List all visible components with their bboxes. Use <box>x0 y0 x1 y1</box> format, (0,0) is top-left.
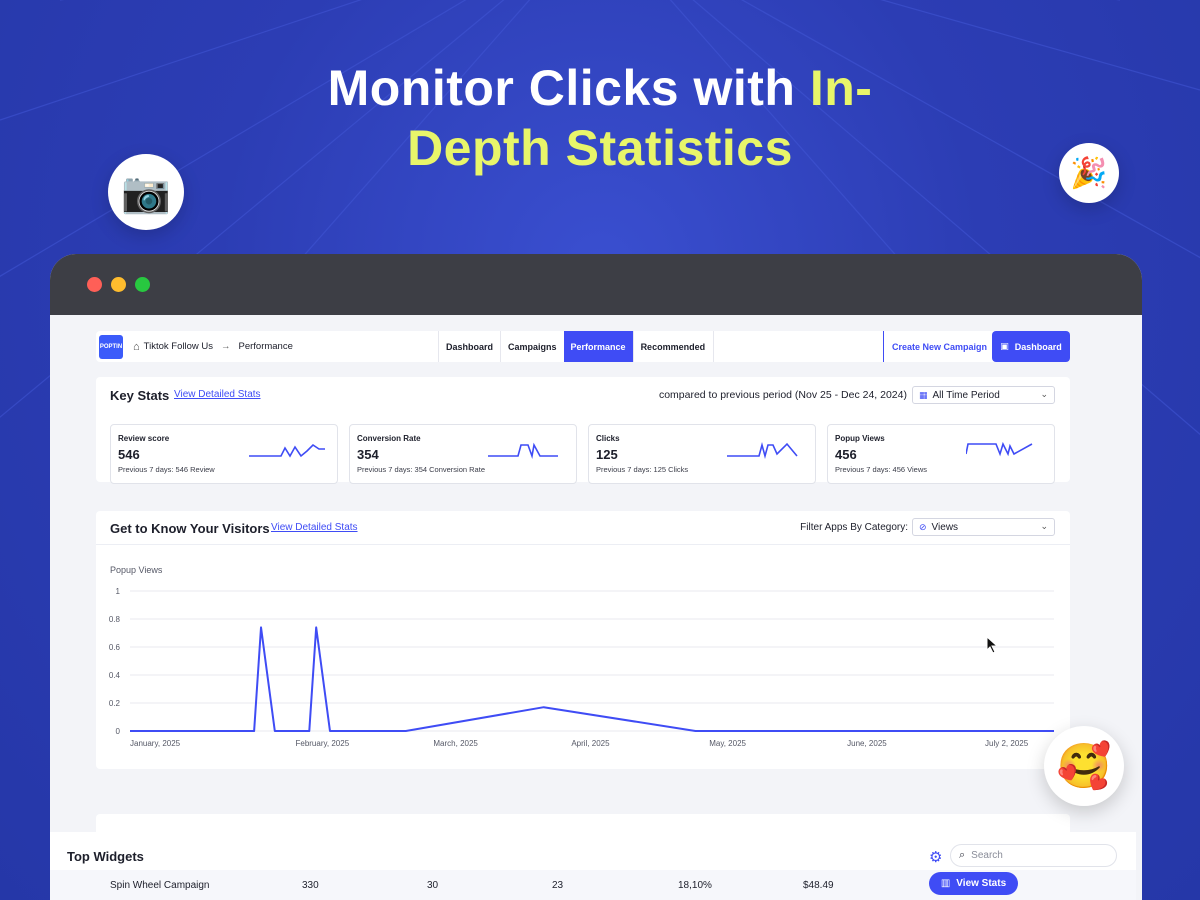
key-stats-detail-link[interactable]: View Detailed Stats <box>174 389 261 400</box>
dashboard-button[interactable]: ▣ Dashboard <box>992 331 1070 362</box>
view-stats-button[interactable]: ▥ View Stats <box>929 872 1018 895</box>
dashboard-icon: ▣ <box>1000 341 1009 351</box>
tab-campaigns[interactable]: Campaigns <box>500 331 564 362</box>
x-tick-label: March, 2025 <box>433 739 478 748</box>
chevron-down-icon: ⌄ <box>1040 521 1048 531</box>
top-widgets-panel: Top Widgets ⚙ ⌕ Search Spin Wheel Campai… <box>50 832 1136 900</box>
create-new-campaign-link[interactable]: Create New Campaign <box>883 331 995 362</box>
stat-label: Review score <box>118 434 170 443</box>
sliders-icon[interactable]: ⚙ <box>929 849 943 866</box>
tab-performance[interactable]: Performance <box>563 331 633 362</box>
browser-window: POPTIN ⌂ Tiktok Follow Us → Performance … <box>50 254 1142 900</box>
period-select[interactable]: ▦ All Time Period ⌄ <box>912 386 1055 404</box>
stat-value: 354 <box>357 447 379 462</box>
row-name: Spin Wheel Campaign <box>110 880 210 891</box>
window-titlebar <box>50 254 1142 315</box>
stat-value: 456 <box>835 447 857 462</box>
sparkline <box>727 441 798 459</box>
party-popper-icon: 🎉 <box>1059 143 1119 203</box>
search-placeholder: Search <box>971 850 1003 861</box>
visitors-detail-link[interactable]: View Detailed Stats <box>271 522 358 533</box>
mouse-cursor-icon <box>986 636 999 654</box>
nav-tabs: Dashboard Campaigns Performance Recommen… <box>438 331 715 362</box>
x-tick-label: June, 2025 <box>847 739 887 748</box>
breadcrumb-item: Performance <box>238 341 293 352</box>
stat-value: 546 <box>118 447 140 462</box>
calendar-icon: ▦ <box>919 389 928 400</box>
x-tick-label: February, 2025 <box>295 739 349 748</box>
headline: Monitor Clicks with In- Depth Statistics <box>0 58 1200 178</box>
stat-card-clicks[interactable]: Clicks 125 Previous 7 days: 125 Clicks <box>588 424 816 484</box>
stat-label: Conversion Rate <box>357 434 421 443</box>
visitors-title: Get to Know Your Visitors <box>110 521 270 536</box>
chart-title: Popup Views <box>110 565 163 575</box>
tab-recommended[interactable]: Recommended <box>632 331 715 362</box>
y-tick-label: 0 <box>116 727 121 736</box>
filter-label: Filter Apps By Category: <box>800 522 908 533</box>
stat-label: Clicks <box>596 434 620 443</box>
stat-card-conversion[interactable]: Conversion Rate 354 Previous 7 days: 354… <box>349 424 577 484</box>
search-input[interactable]: ⌕ Search <box>950 844 1117 867</box>
stat-sub: Previous 7 days: 456 Views <box>835 465 927 474</box>
search-icon: ⌕ <box>959 849 966 861</box>
y-tick-label: 0.6 <box>109 643 121 652</box>
row-cell: $48.49 <box>803 880 834 891</box>
headline-line1: Monitor Clicks with <box>327 60 810 116</box>
sparkline <box>249 443 325 458</box>
row-cell: 330 <box>302 880 319 891</box>
home-icon[interactable]: ⌂ <box>133 340 140 353</box>
category-select[interactable]: ⊘ Views ⌄ <box>912 518 1055 536</box>
tab-dashboard[interactable]: Dashboard <box>438 331 500 362</box>
camera-icon: 📷 <box>108 154 184 230</box>
poptin-logo: POPTIN <box>99 334 123 359</box>
stat-sub: Previous 7 days: 354 Conversion Rate <box>357 465 485 474</box>
x-tick-label: April, 2025 <box>571 739 610 748</box>
app-nav: POPTIN ⌂ Tiktok Follow Us → Performance … <box>96 331 1070 362</box>
key-stats-title: Key Stats <box>110 388 170 403</box>
row-cell: 23 <box>552 880 564 891</box>
y-tick-label: 0.8 <box>109 615 121 624</box>
view-stats-label: View Stats <box>956 878 1007 889</box>
y-tick-label: 1 <box>116 587 121 596</box>
chevron-down-icon: ⌄ <box>1040 389 1048 399</box>
close-dot[interactable] <box>87 277 102 292</box>
x-tick-label: May, 2025 <box>709 739 746 748</box>
arrow-right-icon: → <box>220 341 231 352</box>
x-tick-label: January, 2025 <box>130 739 181 748</box>
stat-card-review[interactable]: Review score 546 Previous 7 days: 546 Re… <box>110 424 338 484</box>
y-tick-label: 0.4 <box>109 671 121 680</box>
headline-line2: Depth Statistics <box>407 120 793 176</box>
visitors-panel: Get to Know Your Visitors View Detailed … <box>96 511 1070 769</box>
headline-highlight: In- <box>809 60 873 116</box>
smiling-face-with-hearts-icon: 🥰 <box>1044 726 1124 806</box>
series-line <box>130 626 1054 732</box>
period-select-value: All Time Period <box>932 389 1000 401</box>
key-stats-panel: Key Stats View Detailed Stats compared t… <box>96 377 1070 484</box>
stat-value: 125 <box>596 447 618 462</box>
minimize-dot[interactable] <box>111 277 126 292</box>
top-widgets-title: Top Widgets <box>67 849 144 864</box>
y-tick-label: 0.2 <box>109 699 121 708</box>
popup-views-chart: 0 0.2 0.4 0.6 0.8 1 January, 2025 February, 202… <box>109 587 1054 748</box>
breadcrumb: ⌂ Tiktok Follow Us → Performance <box>133 341 293 353</box>
divider <box>96 544 1070 545</box>
stat-sub: Previous 7 days: 546 Review <box>118 465 215 474</box>
stat-label: Popup Views <box>835 434 885 443</box>
row-cell: 18,10% <box>678 880 712 891</box>
stat-card-popup-views[interactable]: Popup Views 456 Previous 7 days: 456 Vie… <box>827 424 1055 484</box>
compare-text: compared to previous period (Nov 25 - De… <box>658 389 907 401</box>
breadcrumb-item[interactable]: Tiktok Follow Us <box>143 341 213 352</box>
dashboard-button-label: Dashboard <box>1014 341 1062 352</box>
bar-chart-icon: ▥ <box>940 878 951 889</box>
row-cell: 30 <box>427 880 439 891</box>
sparkline <box>966 441 1033 457</box>
maximize-dot[interactable] <box>135 277 150 292</box>
stat-sub: Previous 7 days: 125 Clicks <box>596 465 689 474</box>
ban-icon: ⊘ <box>919 521 927 532</box>
category-select-value: Views <box>931 521 959 533</box>
sparkline <box>488 442 558 459</box>
x-tick-label: July 2, 2025 <box>985 739 1029 748</box>
